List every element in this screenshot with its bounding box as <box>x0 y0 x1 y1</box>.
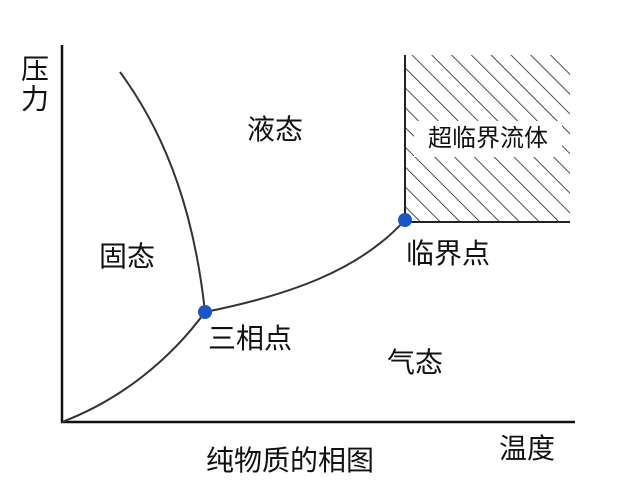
melting-curve <box>119 71 206 313</box>
region-label: 气态 <box>387 346 443 379</box>
x-axis-label: 温度 <box>499 432 555 465</box>
point-label: 三相点 <box>208 322 292 355</box>
vaporization-curve <box>204 219 406 313</box>
region-label: 超临界流体 <box>428 124 548 152</box>
label-background <box>414 121 562 157</box>
caption: 纯物质的相图 <box>206 444 374 477</box>
y-axis-label: 压力 <box>17 54 50 114</box>
region-label: 固态 <box>99 240 155 273</box>
critical-point <box>398 213 412 227</box>
region-label: 液态 <box>247 113 303 146</box>
triple-point <box>198 305 212 319</box>
sublimation-curve <box>61 311 206 423</box>
point-label: 临界点 <box>406 237 490 270</box>
